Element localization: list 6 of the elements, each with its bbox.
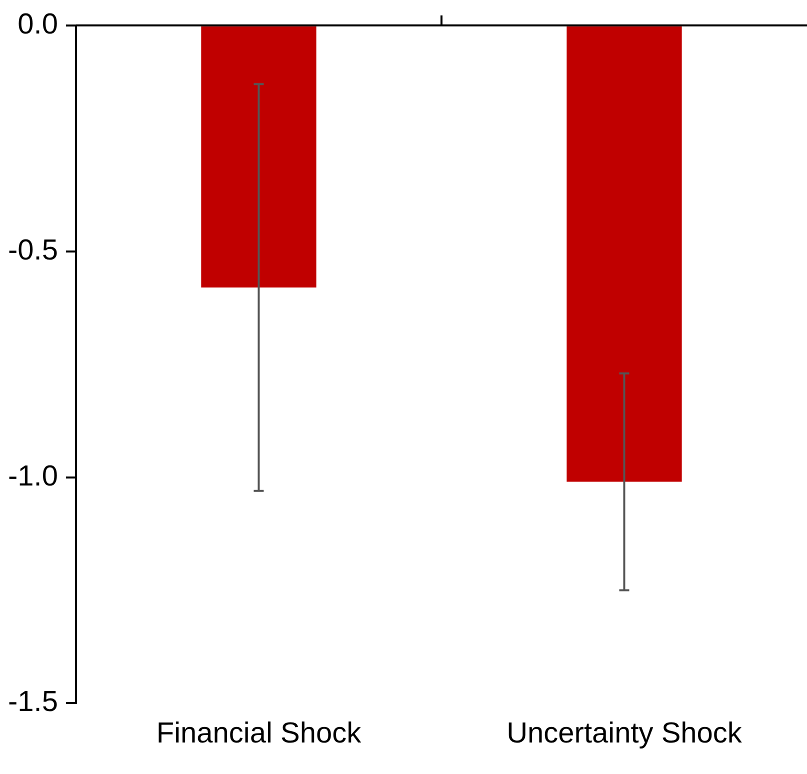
x-tick-label: Financial Shock	[156, 718, 362, 750]
x-tick-label: Uncertainty Shock	[506, 718, 742, 750]
y-tick-label: -1.5	[8, 686, 58, 718]
y-tick-label: 0.0	[18, 8, 58, 40]
y-tick-label: -0.5	[8, 234, 58, 266]
y-tick-label: -1.0	[8, 460, 58, 492]
